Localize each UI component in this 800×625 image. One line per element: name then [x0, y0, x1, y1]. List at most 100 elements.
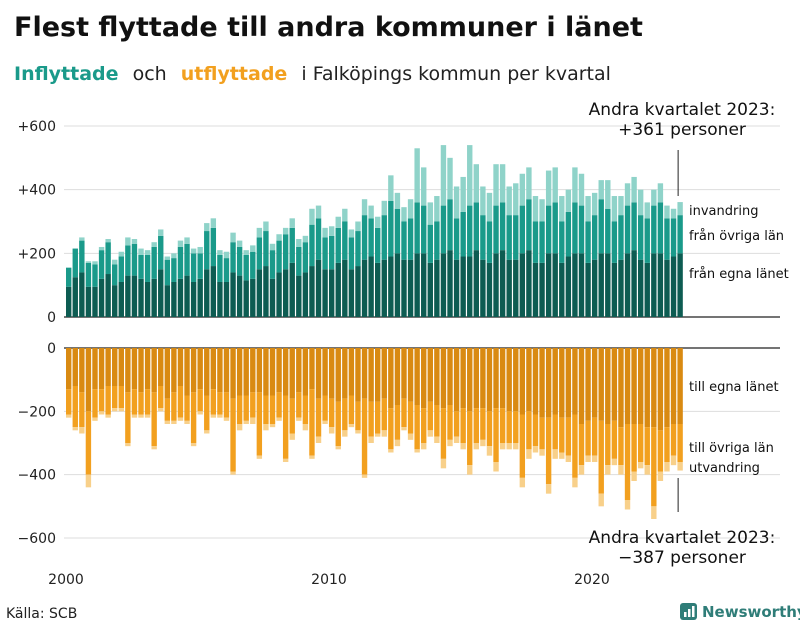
bar-in-egna — [302, 272, 309, 317]
bar-in-invandring — [177, 240, 184, 247]
bar-out-utvandring — [328, 427, 335, 434]
bar-out-egna — [223, 348, 230, 393]
bar-in-ovriga — [184, 243, 190, 276]
bar-in-egna — [361, 259, 368, 317]
bar-in-egna — [250, 278, 256, 317]
bar-out-utvandring — [624, 500, 631, 510]
bar-out-egna — [256, 348, 263, 393]
bar-in-ovriga — [79, 240, 85, 273]
bar-in-egna — [105, 274, 111, 317]
bar-out-ovriga — [651, 427, 657, 507]
bar-in-ovriga — [197, 253, 203, 279]
bar-out-egna — [598, 348, 604, 421]
bar-out-utvandring — [552, 449, 558, 459]
bar-out-ovriga — [434, 405, 440, 437]
bar-in-invandring — [598, 180, 604, 200]
bar-out-utvandring — [368, 436, 374, 443]
bar-out-utvandring — [651, 506, 657, 519]
bar-in-invandring — [401, 207, 407, 222]
bar-in-invandring — [223, 251, 230, 259]
bar-in-invandring — [309, 208, 315, 225]
bar-out-utvandring — [289, 433, 295, 440]
bar-in-invandring — [131, 239, 138, 244]
bar-in-invandring — [361, 199, 368, 216]
bar-out-ovriga — [230, 398, 236, 472]
bar-in-invandring — [105, 239, 111, 243]
bar-out-egna — [112, 348, 118, 386]
bar-out-ovriga — [539, 417, 545, 450]
bar-in-egna — [493, 253, 499, 317]
bar-out-ovriga — [236, 395, 243, 424]
bar-out-utvandring — [92, 417, 98, 421]
bar-in-ovriga — [190, 253, 197, 282]
bar-in-invandring — [506, 186, 512, 216]
bar-out-utvandring — [210, 414, 217, 418]
bar-out-ovriga — [519, 414, 526, 478]
bar-in-ovriga — [112, 264, 118, 286]
bar-in-egna — [118, 281, 124, 317]
bar-in-invandring — [158, 229, 164, 236]
bar-in-egna — [513, 259, 519, 317]
bar-out-egna — [394, 348, 401, 405]
bar-out-utvandring — [243, 420, 249, 424]
bar-in-ovriga — [125, 245, 131, 276]
bar-out-egna — [315, 348, 322, 399]
bar-in-egna — [677, 253, 683, 317]
bar-in-ovriga — [427, 224, 433, 263]
bar-in-invandring — [526, 167, 532, 200]
bar-out-egna — [532, 348, 539, 415]
subtitle-rest: i Falköpings kommun per kvartal — [301, 63, 611, 85]
bar-in-egna — [263, 266, 269, 317]
bar-in-invandring — [572, 167, 578, 203]
bar-out-utvandring — [611, 458, 618, 466]
segment-labels: invandring från övriga län från egna länet… — [689, 204, 789, 476]
bar-in-invandring — [204, 223, 210, 232]
bar-out-ovriga — [158, 386, 164, 409]
y-tick-top: 0 — [47, 310, 56, 326]
bar-out-egna — [282, 348, 289, 396]
bar-out-utvandring — [506, 443, 512, 450]
bar-in-ovriga — [513, 215, 519, 260]
bar-in-ovriga — [670, 218, 677, 257]
bar-in-egna — [664, 259, 670, 317]
bar-out-egna — [289, 348, 295, 399]
bar-in-ovriga — [256, 237, 263, 270]
bar-in-egna — [618, 259, 624, 317]
bar-out-egna — [414, 348, 420, 405]
bars — [66, 145, 683, 519]
bar-in-ovriga — [578, 205, 585, 254]
bar-in-invandring — [184, 237, 190, 244]
bar-in-invandring — [473, 164, 480, 203]
bar-in-ovriga — [473, 202, 480, 251]
bar-in-invandring — [144, 250, 151, 255]
bar-out-utvandring — [618, 465, 624, 475]
bar-out-egna — [670, 348, 677, 424]
bar-in-egna — [210, 266, 217, 317]
y-tick-top: +600 — [18, 119, 56, 135]
bar-in-egna — [407, 259, 414, 317]
bar-in-egna — [375, 262, 381, 317]
bar-in-invandring — [460, 176, 466, 212]
bar-out-ovriga — [618, 427, 624, 466]
bar-out-egna — [473, 348, 480, 409]
bar-in-egna — [598, 253, 604, 317]
bar-out-ovriga — [493, 408, 499, 462]
bar-out-egna — [269, 348, 276, 396]
bar-in-invandring — [210, 218, 217, 228]
bar-out-utvandring — [480, 439, 486, 447]
bar-out-egna — [447, 348, 453, 405]
bar-in-invandring — [118, 251, 124, 257]
bar-in-egna — [526, 250, 532, 317]
bar-out-utvandring — [72, 427, 78, 431]
bar-out-utvandring — [394, 439, 401, 447]
bar-out-ovriga — [348, 395, 355, 424]
bar-out-utvandring — [519, 477, 526, 488]
bar-out-utvandring — [204, 430, 210, 434]
bar-in-ovriga — [282, 234, 289, 270]
bar-out-egna — [381, 348, 387, 399]
bar-out-ovriga — [112, 386, 118, 409]
bar-in-ovriga — [440, 205, 447, 254]
bar-out-utvandring — [453, 436, 460, 443]
bar-in-ovriga — [598, 199, 604, 254]
bar-out-utvandring — [342, 430, 348, 437]
